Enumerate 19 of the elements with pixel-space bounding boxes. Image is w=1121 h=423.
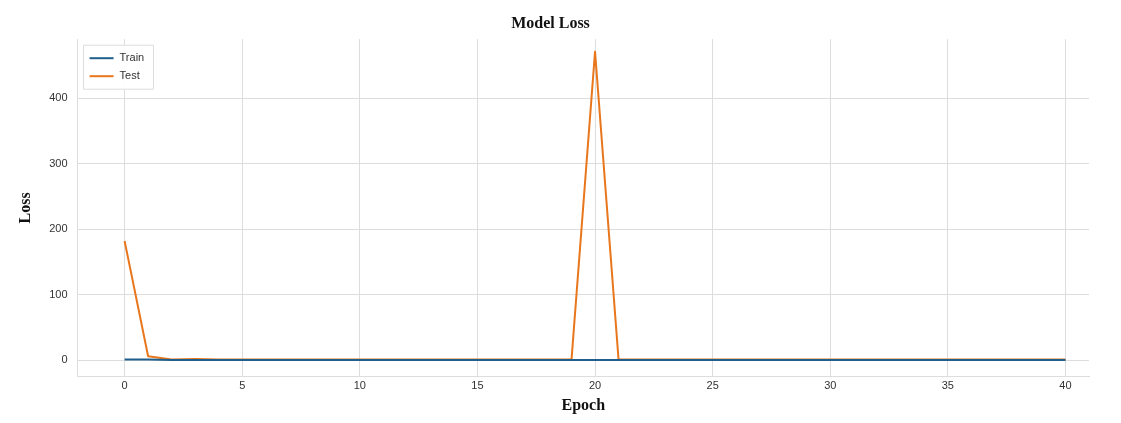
y-tick-label: 300 xyxy=(49,156,68,169)
chart-title: Model Loss xyxy=(511,13,590,31)
x-tick-label: 10 xyxy=(353,379,366,392)
y-tick-label: 200 xyxy=(49,222,68,235)
x-tick-label: 30 xyxy=(824,379,837,392)
y-tick-label: 0 xyxy=(61,353,68,366)
x-tick-label: 25 xyxy=(706,379,719,392)
y-tick-label: 100 xyxy=(49,287,68,300)
x-tick-label: 5 xyxy=(239,379,246,392)
y-tick-label: 400 xyxy=(49,91,68,104)
x-axis-title: Epoch xyxy=(561,395,606,414)
legend-label: Train xyxy=(119,51,145,64)
x-tick-label: 40 xyxy=(1059,379,1072,392)
x-tick-label: 20 xyxy=(588,379,602,392)
x-tick-label: 0 xyxy=(121,379,128,392)
x-tick-label: 15 xyxy=(471,379,484,392)
legend-label: Test xyxy=(119,69,140,82)
x-tick-label: 35 xyxy=(941,379,954,392)
y-axis-title: Loss xyxy=(15,192,33,224)
